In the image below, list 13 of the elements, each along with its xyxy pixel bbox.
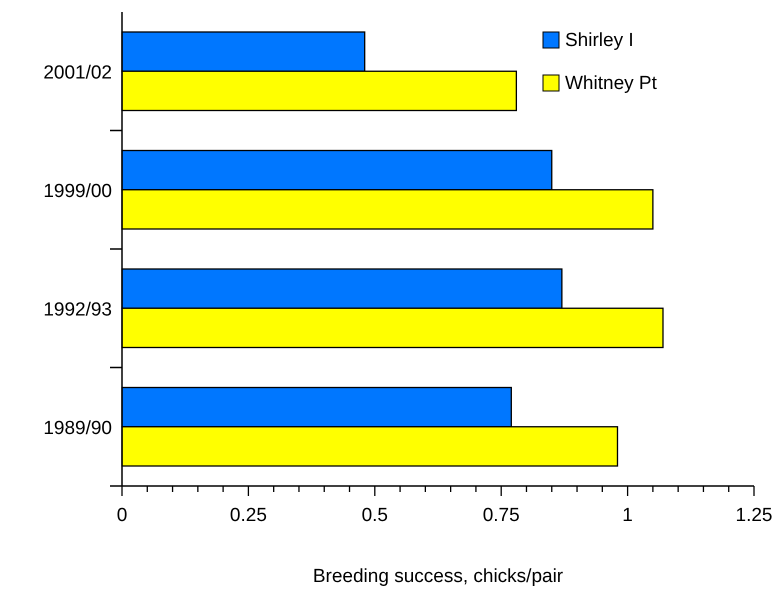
x-tick-label: 0.25	[230, 505, 267, 526]
x-tick-label: 0.5	[362, 505, 388, 526]
x-tick-label: 0.75	[482, 505, 520, 526]
x-tick-label: 1	[622, 505, 633, 526]
y-tick-label: 1989/90	[43, 418, 112, 439]
x-tick-label: 1.25	[736, 505, 772, 526]
y-tick-label: 2001/02	[43, 62, 112, 84]
y-tick-label: 1999/00	[43, 180, 112, 202]
x-tick-label: 0	[116, 505, 128, 526]
y-tick-label: 1992/93	[43, 299, 112, 320]
legend-label: Whitney Pt	[565, 73, 658, 94]
x-axis-title: Breeding success, chicks/pair	[312, 566, 564, 587]
legend-label: Shirley I	[565, 30, 634, 51]
